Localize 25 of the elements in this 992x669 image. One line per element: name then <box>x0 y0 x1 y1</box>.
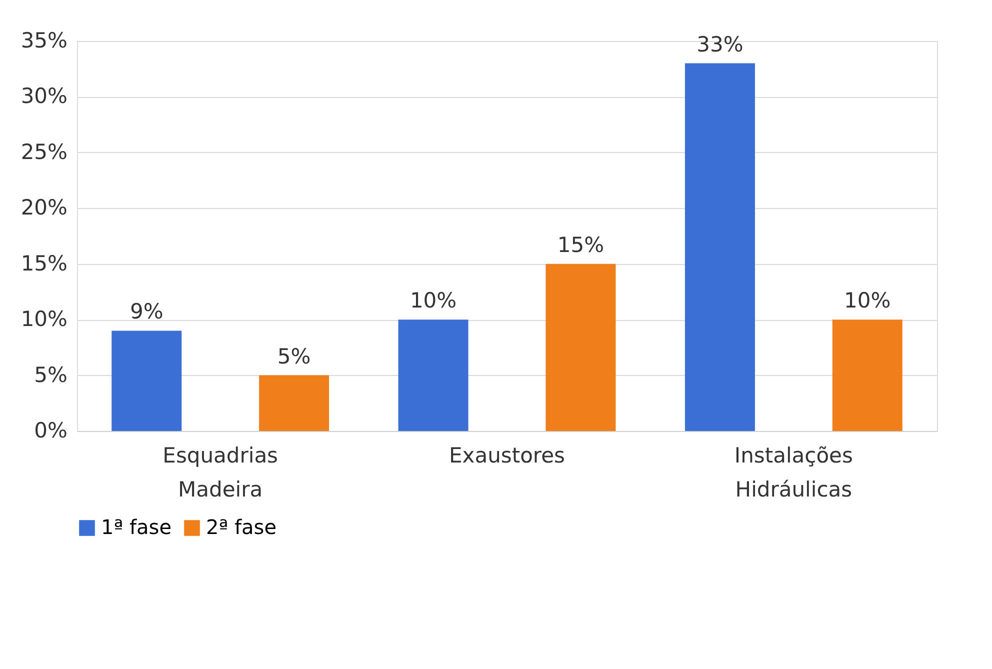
data-label: 10% <box>844 288 891 313</box>
y-tick-label: 20% <box>20 196 68 220</box>
bar <box>398 320 468 431</box>
data-label: 33% <box>696 32 744 56</box>
bar <box>546 264 616 431</box>
bar <box>259 375 330 431</box>
y-tick-label: 35% <box>20 28 68 52</box>
legend-label: 2ª fase <box>206 515 277 539</box>
y-tick-label: 25% <box>20 140 68 164</box>
data-label: 15% <box>557 232 604 257</box>
bar <box>112 330 182 431</box>
y-tick-label: 10% <box>20 307 68 332</box>
data-label: 9% <box>130 300 164 324</box>
y-tick-label: 30% <box>20 84 68 108</box>
x-tick-label: Esquadrias Madeira <box>162 444 278 502</box>
x-tick-label: Exaustores <box>449 444 565 468</box>
y-tick-label: 5% <box>34 362 68 387</box>
data-label: 5% <box>277 344 311 368</box>
data-label: 10% <box>410 288 457 313</box>
y-tick-label: 15% <box>20 251 68 276</box>
bar <box>832 320 902 431</box>
bar <box>684 63 755 431</box>
x-tick-label: Instalações Hidráulicas <box>734 444 853 502</box>
y-tick-label: 0% <box>34 418 68 442</box>
legend-label: 1ª fase <box>101 515 172 539</box>
